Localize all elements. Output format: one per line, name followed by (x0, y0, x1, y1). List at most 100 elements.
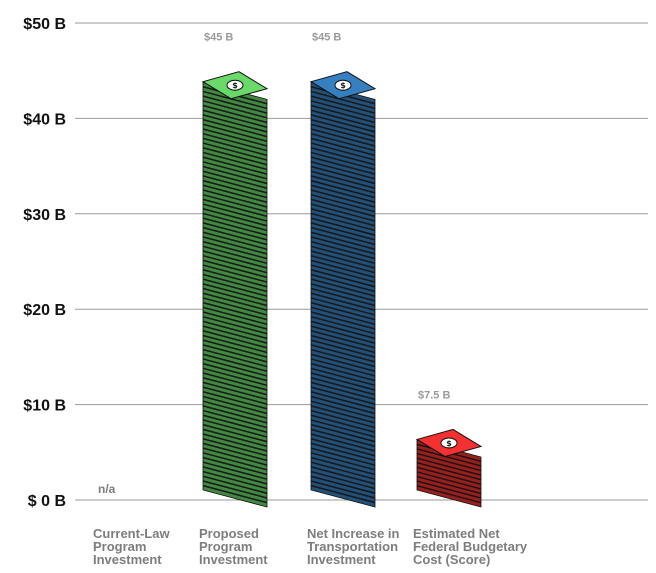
bill-edge (416, 467, 482, 490)
bill-edge (310, 128, 376, 151)
bill-edge (202, 278, 268, 302)
bill-edge (310, 100, 376, 123)
bill-edge (202, 274, 268, 297)
bill-edge (310, 377, 376, 400)
dollar-sign: $ (232, 81, 238, 90)
x-tick-label: Cost (Score) (413, 552, 490, 567)
bill-edge (202, 424, 268, 447)
bill-edge (310, 429, 376, 452)
bill-edge (310, 293, 376, 316)
bill-edge (310, 217, 376, 241)
bill-edge (310, 142, 376, 165)
x-tick-label: Transportation (307, 539, 398, 554)
bill-edge (310, 485, 376, 508)
bill-edge (202, 180, 268, 203)
bill-edge (310, 138, 376, 161)
bill-edge (202, 466, 268, 489)
bill-edge (310, 175, 376, 198)
bill-edge (310, 405, 376, 428)
dollar-sign: $ (446, 439, 452, 448)
data-label: $45 B (204, 32, 233, 44)
bill-edge (310, 307, 376, 330)
bill-edge (202, 363, 268, 386)
bill-edge (310, 166, 376, 189)
bill-edge (310, 222, 376, 245)
bill-edge (310, 269, 376, 292)
bill-edge (202, 433, 268, 456)
bill-edge (202, 386, 268, 409)
bill-edge (310, 391, 376, 414)
bill-edge (202, 142, 268, 165)
bill-edge (202, 476, 268, 499)
bill-edge (202, 293, 268, 316)
x-tick-label: Estimated Net (413, 526, 500, 541)
bill-edge (202, 480, 268, 503)
y-tick-label: $ 0 B (28, 493, 66, 510)
bill-edge (310, 232, 376, 255)
bill-edge (310, 227, 376, 250)
bill-edge (310, 274, 376, 297)
x-tick-label: Investment (307, 552, 376, 567)
bill-edge (310, 91, 376, 114)
bill-edge (310, 260, 376, 283)
y-tick-label: $30 B (23, 207, 66, 224)
bill-edge (202, 185, 268, 208)
bill-edge (202, 213, 268, 236)
bill-edge (310, 255, 376, 278)
bill-edge (310, 471, 376, 494)
bill-edge (310, 433, 376, 456)
bill-edge (202, 410, 268, 433)
bill-edge (310, 363, 376, 386)
bill-edge (416, 462, 482, 485)
bill-edge (202, 316, 268, 339)
bill-edge (310, 419, 376, 442)
bar: $ (201, 71, 269, 508)
bill-edge (202, 203, 268, 226)
bill-edge (202, 260, 268, 283)
x-tick-label: Current-Law (93, 526, 170, 541)
bill-edge (310, 119, 376, 142)
bill-edge (310, 110, 376, 133)
x-tick-label: Net Increase in (307, 526, 400, 541)
bill-edge (202, 100, 268, 123)
data-label: n/a (98, 482, 116, 496)
bill-edge (310, 335, 376, 358)
bill-edge (416, 485, 482, 508)
bill-edge (310, 368, 376, 391)
bill-edge (310, 443, 376, 466)
bill-edge (202, 119, 268, 142)
bill-edge (310, 452, 376, 475)
bill-edge (310, 480, 376, 503)
bill-edge (310, 246, 376, 269)
dollar-icon (440, 437, 458, 449)
bill-edge (202, 311, 268, 334)
bill-edge (310, 171, 376, 194)
bill-edge (310, 447, 376, 470)
x-tick-label: Investment (199, 552, 268, 567)
bill-edge (310, 264, 376, 287)
bill-edge (202, 438, 268, 461)
y-tick-label: $20 B (23, 302, 66, 319)
labels: n/a$45 B $45 B$7.5 BCurrent-LawProgramInv… (93, 32, 528, 567)
bill-edge (416, 457, 482, 480)
bill-edge (202, 166, 268, 189)
bill-edge (202, 133, 268, 156)
bill-edge (202, 241, 268, 264)
y-tick-label: $10 B (23, 398, 66, 415)
bill-edge (202, 429, 268, 452)
bill-edge (310, 114, 376, 137)
bill-edge (202, 105, 268, 128)
bill-edge (202, 457, 268, 480)
bill-edge (310, 339, 376, 363)
bill-edge (310, 396, 376, 419)
bill-edge (202, 288, 268, 311)
bill-edge (202, 264, 268, 287)
y-tick-label: $40 B (23, 111, 66, 128)
bill-edge (202, 330, 268, 353)
bill-edge (310, 133, 376, 156)
bill-edge (416, 471, 482, 494)
bill-edge (310, 401, 376, 424)
bill-edge (310, 152, 376, 175)
bill-edge (202, 344, 268, 367)
bill-edge (416, 476, 482, 499)
